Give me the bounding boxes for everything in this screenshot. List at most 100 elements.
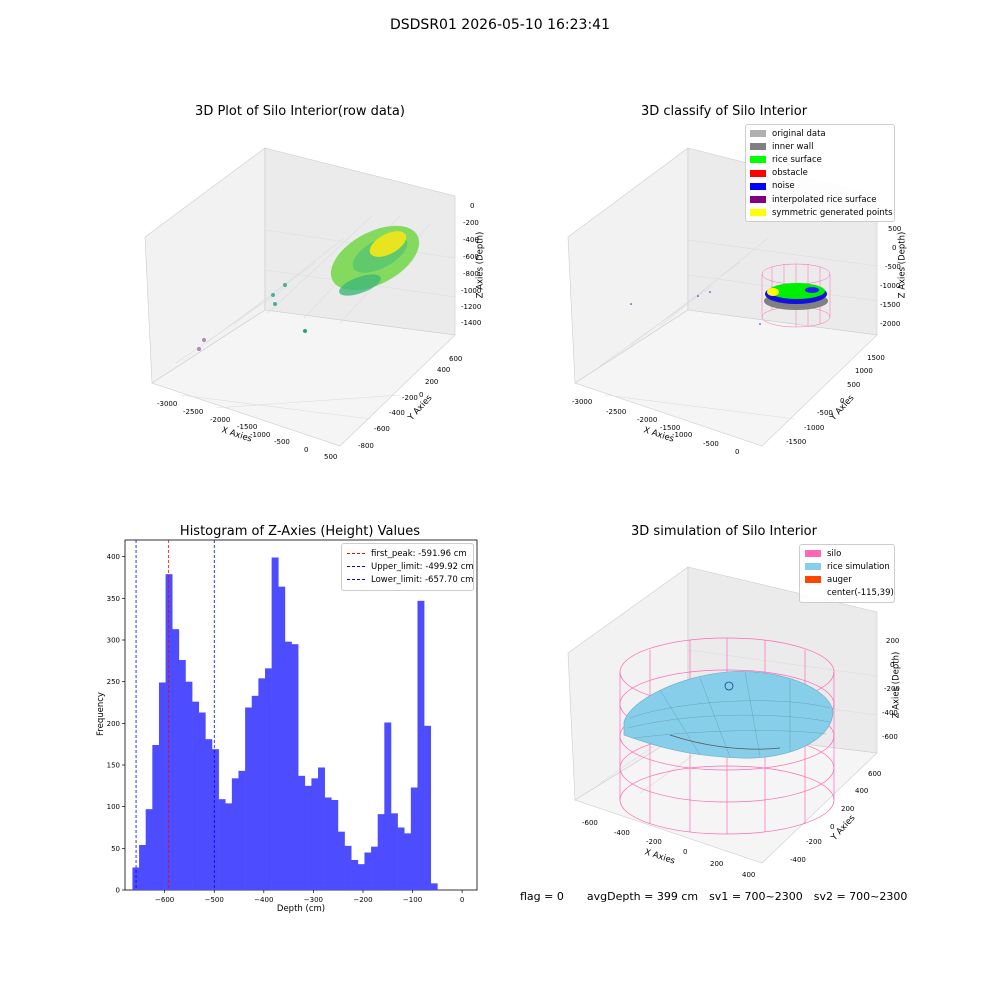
p1-outliers <box>197 283 307 351</box>
p2-ztick: -500 <box>885 263 901 271</box>
p4-ztick: -600 <box>882 733 898 741</box>
hist-xlabel: Depth (cm) <box>276 904 326 914</box>
p2-xtick: -3000 <box>572 398 593 406</box>
p1-floor <box>151 309 456 447</box>
hist-bar <box>152 745 160 890</box>
hist-bar <box>245 707 253 890</box>
hist-xtick-label: −100 <box>403 896 422 904</box>
p4-xtick: 200 <box>710 860 724 868</box>
p2-ytick: 1500 <box>867 354 885 362</box>
hist-ytick-label: 350 <box>107 595 120 603</box>
hist-xtick-label: 0 <box>460 896 464 904</box>
p2-xtick: 0 <box>735 448 740 456</box>
legend-label: interpolated rice surface <box>772 194 877 205</box>
p1-outlier-point <box>283 283 287 287</box>
p4-zlabel: Z Axies (Depth) <box>891 651 902 719</box>
p1-outlier-point <box>303 329 307 333</box>
hist-bar <box>172 629 180 890</box>
hist-bar <box>304 785 312 890</box>
p1-xtick: -3000 <box>157 400 178 408</box>
p1-ytick: 200 <box>425 378 439 386</box>
hist-ytick-label: 50 <box>111 845 120 853</box>
hist-ytick-label: 200 <box>107 720 120 728</box>
hist-bar <box>218 799 226 890</box>
p2-ztick: 0 <box>892 244 897 252</box>
p1-ztick: -1400 <box>461 319 482 327</box>
p4-ytick: 200 <box>841 805 855 813</box>
status-footer: flag = 0 avgDepth = 399 cm sv1 = 700~230… <box>520 890 907 903</box>
legend-swatch <box>750 209 766 217</box>
p4-ytick: 400 <box>855 787 869 795</box>
hist-bar <box>265 668 272 890</box>
p1-ztick: -200 <box>463 219 479 227</box>
p4-legend-item: silo <box>805 547 889 560</box>
p4-xtick: -600 <box>582 819 598 827</box>
hist-xtick-label: −500 <box>205 896 224 904</box>
hist-xtick-label: −400 <box>254 896 273 904</box>
p2-legend-item: obstacle <box>750 167 890 180</box>
hist-xtick-label: −300 <box>304 896 323 904</box>
p2-ytick: 500 <box>847 381 861 389</box>
p1-xtick: 500 <box>324 453 338 461</box>
p1-outlier-point <box>271 293 275 297</box>
hist-bar <box>364 852 372 890</box>
p1-ytick: -200 <box>402 394 418 402</box>
p4-ytick: -200 <box>806 838 822 846</box>
panel-2-title: 3D classify of Silo Interior <box>640 104 808 119</box>
hist-vlines <box>135 540 215 890</box>
p2-legend-item: original data <box>750 127 890 140</box>
p4-legend: silo rice simulation auger center(-115,3… <box>799 544 895 603</box>
p1-ytick: 0 <box>419 391 424 399</box>
hist-bar <box>404 833 412 890</box>
hist-bar <box>430 883 438 890</box>
hist-legend: first_peak: -591.96 cm Upper_limit: -499… <box>341 543 474 591</box>
p1-xtick: -2500 <box>183 408 204 416</box>
p1-ztick: -1000 <box>461 287 482 295</box>
hist-bar <box>311 778 319 890</box>
panel-1-title: 3D Plot of Silo Interior(row data) <box>195 104 405 119</box>
hist-bar <box>132 867 140 890</box>
hist-bar <box>284 641 292 890</box>
p4-xtick: -400 <box>614 829 630 837</box>
p2-ytick: -1500 <box>786 438 807 446</box>
legend-swatch <box>750 143 766 151</box>
legend-swatch <box>750 169 766 177</box>
hist-bar <box>238 770 246 890</box>
p1-ztick: -1200 <box>461 303 482 311</box>
hist-bar <box>158 682 166 890</box>
legend-swatch <box>805 590 821 597</box>
hist-bar <box>417 600 425 890</box>
p4-ytick: 0 <box>830 823 835 831</box>
p1-ytick: 400 <box>437 366 451 374</box>
p4-xtick: 0 <box>683 848 688 856</box>
hist-legend-item: Upper_limit: -499.92 cm <box>347 560 474 573</box>
p2-legend-item: symmetric generated points <box>750 206 893 219</box>
hist-bar <box>278 586 286 890</box>
panel-4-title: 3D simulation of Silo Interior <box>631 524 817 539</box>
p1-cloud-lower <box>339 274 381 296</box>
p2-ytick: -500 <box>817 409 833 417</box>
legend-label: rice simulation <box>827 561 890 572</box>
legend-label: noise <box>772 181 795 192</box>
p2-xtick: -1000 <box>672 431 693 439</box>
legend-label: original data <box>772 128 826 139</box>
legend-swatch <box>805 550 821 558</box>
hist-bar <box>384 722 392 890</box>
hist-bar <box>397 827 405 890</box>
p4-center-marker <box>724 681 734 691</box>
legend-label: obstacle <box>772 168 808 179</box>
hist-bar <box>145 809 153 890</box>
hist-bar <box>185 681 193 890</box>
p1-ztick: -600 <box>463 253 479 261</box>
figure-title: DSDSR01 2026-05-10 16:23:41 <box>389 17 610 33</box>
p4-ztick: 200 <box>886 637 900 645</box>
p1-ztick: -400 <box>463 236 479 244</box>
legend-line <box>347 566 365 568</box>
p2-legend-item: rice surface <box>750 153 890 166</box>
hist-ytick-label: 0 <box>116 887 120 895</box>
legend-swatch <box>805 576 821 584</box>
p2-legend-item: inner wall <box>750 140 890 153</box>
p1-outlier-point <box>197 347 201 351</box>
